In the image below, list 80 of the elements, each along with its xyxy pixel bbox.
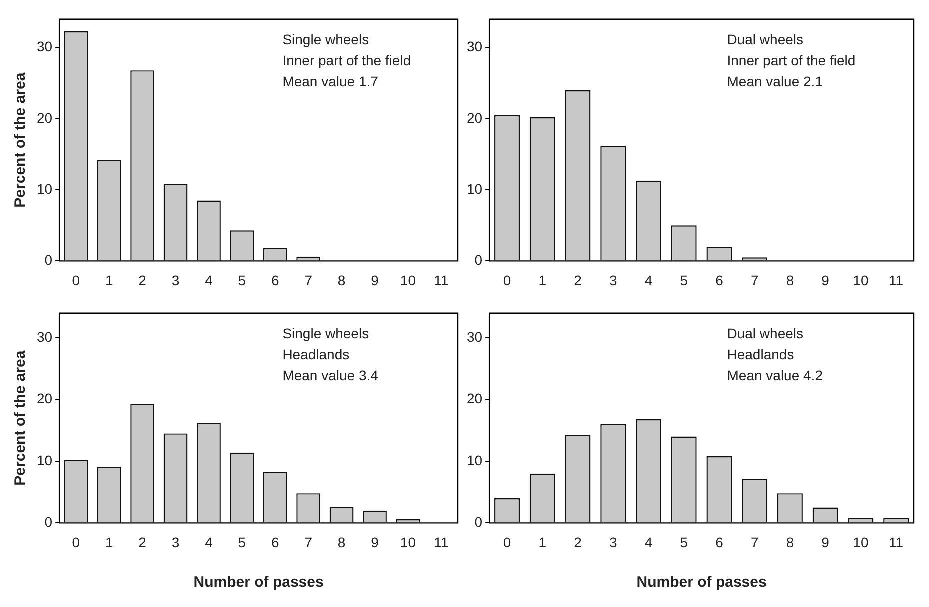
y-tick-label: 0 — [474, 514, 483, 530]
annotation: Mean value 3.4 — [282, 367, 379, 384]
annotation: Inner part of the field — [282, 52, 412, 68]
x-tick-label: 9 — [371, 534, 380, 550]
x-tick-label: 1 — [105, 272, 114, 288]
x-tick-label: 11 — [434, 272, 449, 288]
annotation: Headlands — [727, 346, 794, 362]
x-tick-label: 6 — [716, 534, 724, 550]
annotation: Dual wheels — [727, 31, 804, 48]
x-tick-label: 10 — [853, 534, 869, 550]
x-tick-label: 2 — [138, 272, 147, 288]
y-tick-label: 20 — [466, 110, 483, 126]
x-tick-label: 0 — [503, 534, 512, 550]
x-tick-label: 5 — [680, 272, 688, 288]
x-tick-label: 5 — [238, 272, 246, 288]
y-tick-label: 10 — [466, 452, 483, 468]
x-tick-label: 4 — [205, 272, 214, 288]
x-tick-label: 10 — [400, 534, 416, 550]
x-tick-label: 3 — [609, 272, 618, 288]
x-tick-label: 4 — [205, 534, 214, 550]
y-tick-label: 0 — [44, 514, 53, 530]
x-tick-label: 8 — [338, 534, 346, 550]
y-tick-label: 30 — [36, 328, 53, 345]
x-tick-label: 4 — [644, 272, 653, 288]
x-tick-label: 1 — [538, 272, 547, 288]
annotation: Inner part of the field — [727, 52, 856, 68]
x-tick-label: 5 — [680, 534, 688, 550]
annotation: Single wheels — [282, 325, 370, 342]
annotation: Mean value 2.1 — [727, 73, 824, 90]
y-tick-label: 0 — [44, 252, 53, 268]
x-tick-label: 3 — [172, 272, 180, 288]
annotation: Mean value 1.7 — [282, 73, 379, 90]
y-tick-label: 20 — [36, 110, 53, 126]
x-tick-label: 7 — [304, 534, 313, 550]
x-tick-label: 11 — [889, 272, 904, 288]
y-tick-label: 0 — [474, 252, 483, 268]
x-tick-label: 7 — [750, 534, 759, 550]
x-tick-label: 8 — [338, 272, 346, 288]
y-tick-label: 20 — [466, 390, 483, 407]
y-tick-label: 10 — [466, 180, 483, 197]
y-tick-label: 10 — [36, 452, 53, 468]
x-tick-label: 6 — [716, 272, 724, 288]
x-tick-label: 7 — [750, 272, 759, 288]
x-tick-label: 10 — [400, 272, 416, 288]
x-tick-label: 6 — [271, 534, 280, 550]
x-tick-label: 3 — [609, 534, 618, 550]
x-tick-label: 2 — [574, 272, 582, 288]
x-tick-label: 5 — [238, 534, 246, 550]
x-tick-label: 1 — [538, 534, 547, 550]
x-tick-label: 7 — [304, 272, 313, 288]
y-axis-title: Percent of the area — [12, 72, 30, 208]
x-tick-label: 0 — [72, 272, 80, 288]
x-axis-title: Number of passes — [194, 574, 324, 592]
x-tick-label: 8 — [786, 534, 794, 550]
x-tick-label: 11 — [434, 534, 449, 550]
x-tick-label: 6 — [271, 272, 280, 288]
x-tick-label: 9 — [371, 272, 380, 288]
x-tick-label: 2 — [138, 534, 147, 550]
x-tick-label: 3 — [172, 534, 180, 550]
y-tick-label: 20 — [36, 390, 53, 407]
y-axis-title: Percent of the area — [12, 350, 30, 486]
x-tick-label: 1 — [105, 534, 114, 550]
annotation: Mean value 4.2 — [727, 367, 824, 384]
x-tick-label: 9 — [822, 534, 830, 550]
y-tick-label: 30 — [466, 328, 483, 345]
x-tick-label: 0 — [503, 272, 512, 288]
y-tick-label: 10 — [36, 180, 53, 197]
x-tick-label: 0 — [72, 534, 80, 550]
annotation: Single wheels — [282, 31, 370, 48]
annotation: Dual wheels — [727, 325, 804, 342]
y-tick-label: 30 — [36, 38, 53, 55]
y-tick-label: 30 — [466, 38, 483, 55]
x-axis-title: Number of passes — [636, 574, 767, 592]
x-tick-label: 11 — [889, 534, 904, 550]
x-tick-label: 2 — [574, 534, 582, 550]
x-tick-label: 9 — [822, 272, 830, 288]
x-tick-label: 8 — [786, 272, 794, 288]
annotation: Headlands — [282, 346, 350, 362]
x-tick-label: 4 — [644, 534, 653, 550]
x-tick-label: 10 — [853, 272, 869, 288]
